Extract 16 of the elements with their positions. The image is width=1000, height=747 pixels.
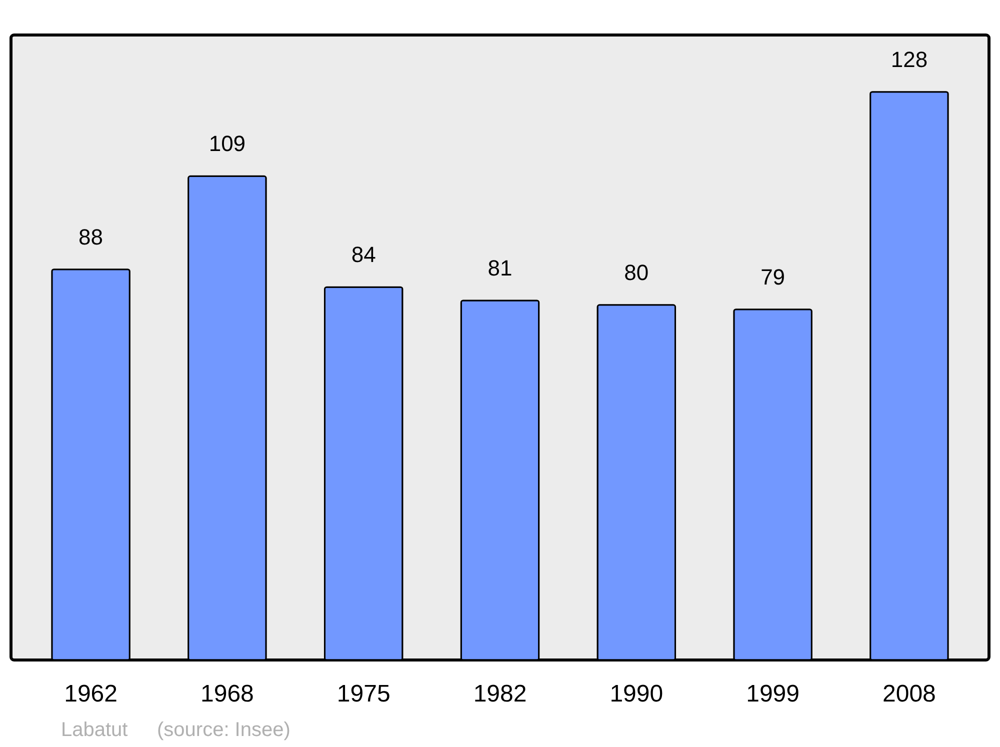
x-tick-label: 2008: [882, 680, 936, 708]
text: (source: Insee): [157, 719, 290, 741]
data-label: 84: [351, 242, 376, 268]
x-tick-label: 1968: [200, 680, 254, 708]
data-label: 79: [760, 264, 786, 290]
data-label: 88: [78, 224, 104, 250]
x-tick-label: 1990: [610, 680, 664, 708]
x-tick-label: 1975: [336, 680, 390, 708]
text: Labatut: [61, 719, 128, 741]
x-tick-label: 1999: [746, 680, 800, 708]
data-label: 80: [624, 260, 649, 285]
x-tick-label: 1982: [473, 680, 527, 708]
data-label: 109: [208, 131, 246, 156]
data-label: 128: [890, 46, 928, 72]
data-label: 81: [488, 255, 512, 280]
x-tick-label: 1962: [64, 680, 118, 708]
